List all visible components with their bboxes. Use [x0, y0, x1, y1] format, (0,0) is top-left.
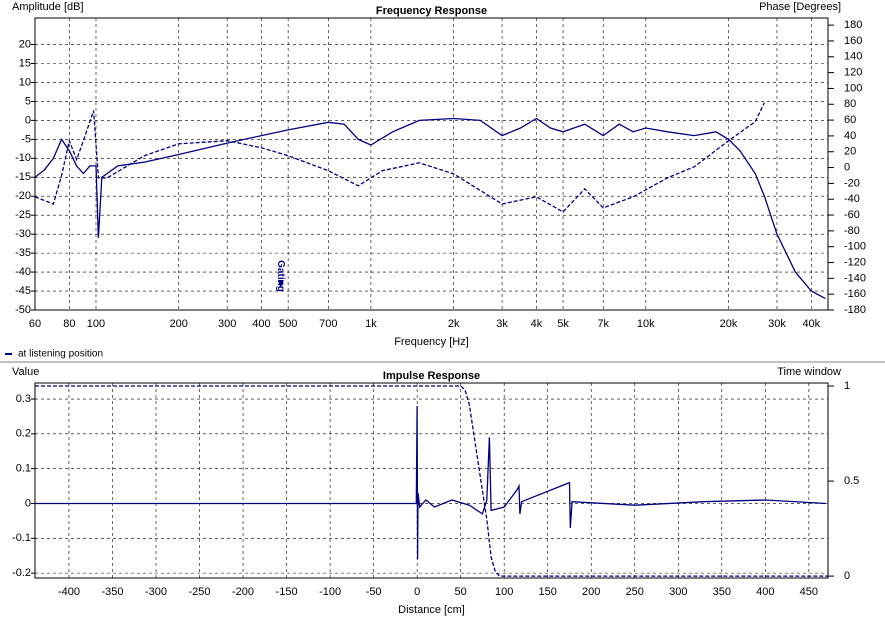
y-tick-label: -0.1: [12, 532, 31, 544]
y2-tick-label: -120: [844, 256, 866, 268]
y-tick-label: -30: [15, 228, 31, 240]
series-line: [34, 102, 765, 213]
y-tick-label: -5: [21, 133, 31, 145]
annotation-arrow: [277, 280, 284, 288]
y2-tick-label: 1: [844, 380, 850, 392]
x-tick-label: 450: [800, 586, 818, 598]
x-tick-label: 1k: [365, 318, 377, 330]
x-tick-label: 150: [539, 586, 557, 598]
y-axis-title: Value: [12, 366, 39, 378]
y2-tick-label: 20: [844, 146, 856, 158]
y2-tick-label: -40: [844, 193, 860, 205]
x-tick-label: 300: [669, 586, 687, 598]
x-tick-label: 100: [87, 318, 105, 330]
x-tick-label: 0: [414, 586, 420, 598]
x-tick-label: 250: [626, 586, 644, 598]
y2-tick-label: 120: [844, 67, 862, 79]
x-tick-label: 50: [455, 586, 467, 598]
x-tick-label: 350: [713, 586, 731, 598]
y-tick-label: 10: [19, 76, 31, 88]
x-tick-label: 400: [756, 586, 774, 598]
y-tick-label: 0.1: [16, 463, 31, 475]
x-tick-label: 60: [29, 318, 41, 330]
y2-tick-label: -140: [844, 272, 866, 284]
x-tick-label: 200: [170, 318, 188, 330]
y2-tick-label: -100: [844, 241, 866, 253]
x-tick-label: 4k: [531, 318, 543, 330]
y-tick-label: -15: [15, 171, 31, 183]
chart-title: Impulse Response: [383, 370, 480, 382]
y2-tick-label: -60: [844, 209, 860, 221]
x-tick-label: 7k: [597, 318, 609, 330]
x-tick-label: 300: [218, 318, 236, 330]
y-tick-label: 0.2: [16, 428, 31, 440]
x-tick-label: 500: [279, 318, 297, 330]
y-tick-label: -45: [15, 285, 31, 297]
x-tick-label: -200: [232, 586, 254, 598]
y-tick-label: 20: [19, 38, 31, 50]
x-axis-title: Frequency [Hz]: [394, 336, 469, 348]
y2-tick-label: 180: [844, 19, 862, 31]
series-line: [35, 385, 828, 577]
y-tick-label: 0: [25, 114, 31, 126]
y-axis-title: Amplitude [dB]: [12, 1, 84, 13]
legend-label: at listening position: [18, 349, 103, 360]
y2-tick-label: -20: [844, 177, 860, 189]
x-tick-label: 40k: [802, 318, 820, 330]
y2-tick-label: 60: [844, 114, 856, 126]
x-tick-label: 2k: [448, 318, 460, 330]
x-tick-label: -100: [319, 586, 341, 598]
y-tick-label: -20: [15, 190, 31, 202]
y-tick-label: 0: [25, 497, 31, 509]
y-tick-label: -50: [15, 304, 31, 316]
x-tick-label: -400: [58, 586, 80, 598]
x-tick-label: -350: [101, 586, 123, 598]
series-line: [34, 117, 826, 300]
y2-tick-label: -80: [844, 225, 860, 237]
y2-tick-label: 140: [844, 51, 862, 63]
x-tick-label: -150: [276, 586, 298, 598]
x-axis-title: Distance [cm]: [398, 604, 465, 616]
x-tick-label: -300: [145, 586, 167, 598]
chart-title: Frequency Response: [376, 5, 487, 17]
annotation: Gating: [275, 260, 286, 292]
x-tick-label: 700: [319, 318, 337, 330]
series-line: [35, 405, 827, 560]
y-tick-label: 15: [19, 57, 31, 69]
y2-axis-title: Time window: [777, 366, 841, 378]
plot-area: [34, 382, 829, 579]
x-tick-label: 400: [252, 318, 270, 330]
x-tick-label: 200: [582, 586, 600, 598]
y-tick-label: -10: [15, 152, 31, 164]
plot-area: [34, 17, 829, 311]
y2-tick-label: 160: [844, 35, 862, 47]
y-tick-label: -40: [15, 266, 31, 278]
x-tick-label: 10k: [637, 318, 655, 330]
y-tick-label: -35: [15, 247, 31, 259]
x-tick-label: 20k: [720, 318, 738, 330]
y2-tick-label: 0: [844, 570, 850, 582]
y-tick-label: -0.2: [12, 567, 31, 579]
y2-tick-label: -160: [844, 288, 866, 300]
y2-tick-label: 100: [844, 82, 862, 94]
x-tick-label: 30k: [768, 318, 786, 330]
y-tick-label: 5: [25, 95, 31, 107]
x-tick-label: -250: [189, 586, 211, 598]
y2-tick-label: 40: [844, 130, 856, 142]
x-tick-label: -50: [366, 586, 382, 598]
y2-tick-label: -180: [844, 304, 866, 316]
y2-axis-title: Phase [Degrees]: [759, 1, 841, 13]
x-tick-label: 100: [495, 586, 513, 598]
x-tick-label: 5k: [557, 318, 569, 330]
y-tick-label: 0.3: [16, 393, 31, 405]
x-tick-label: 3k: [496, 318, 508, 330]
y2-tick-label: 80: [844, 98, 856, 110]
x-tick-label: 80: [63, 318, 75, 330]
y-tick-label: -25: [15, 209, 31, 221]
y2-tick-label: 0: [844, 161, 850, 173]
y2-tick-label: 0.5: [844, 475, 859, 487]
